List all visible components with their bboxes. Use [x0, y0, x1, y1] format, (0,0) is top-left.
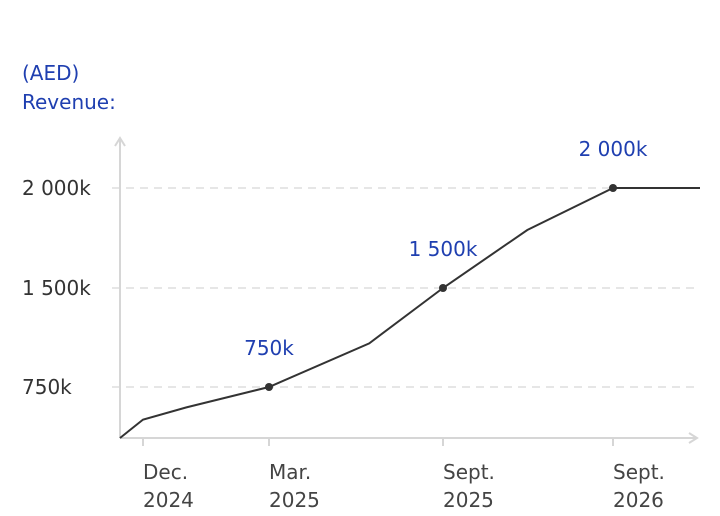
x-tick-labels: Dec. 2024 Mar. 2025 Sept. 2025 Sept. 2026	[142, 438, 665, 512]
y-tick-label: 750k	[22, 375, 72, 399]
y-axis-title-line-1: (AED)	[22, 61, 79, 85]
series-line	[119, 187, 700, 439]
y-tick-label: 1 500k	[22, 276, 91, 300]
x-tick-label: 2024	[143, 488, 194, 512]
x-tick-label: Sept.	[443, 460, 495, 484]
data-label: 750k	[244, 336, 294, 360]
x-tick-label: 2026	[613, 488, 664, 512]
y-axis-title-line-2: Revenue:	[22, 90, 116, 114]
data-label: 2 000k	[579, 137, 648, 161]
x-tick-label: Sept.	[613, 460, 665, 484]
data-labels: 750k 1 500k 2 000k	[244, 137, 648, 360]
data-point	[609, 184, 617, 192]
x-tick-label: Dec.	[143, 460, 188, 484]
axes	[114, 136, 699, 444]
data-point	[265, 383, 273, 391]
data-point	[439, 284, 447, 292]
x-tick-label: 2025	[269, 488, 320, 512]
x-tick-label: 2025	[443, 488, 494, 512]
x-axis-arrow	[688, 432, 699, 444]
y-axis-title: (AED) Revenue:	[22, 61, 116, 114]
y-axis-arrow	[114, 136, 126, 147]
gridlines	[112, 187, 697, 388]
data-label: 1 500k	[409, 237, 478, 261]
x-tick-label: Mar.	[269, 460, 311, 484]
y-tick-labels: 750k 1 500k 2 000k	[22, 176, 91, 399]
y-tick-label: 2 000k	[22, 176, 91, 200]
series	[119, 184, 700, 439]
